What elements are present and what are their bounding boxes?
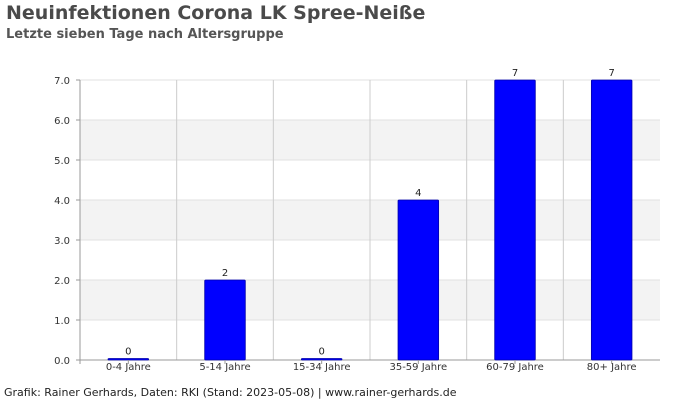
bar [397, 199, 440, 361]
data-label: 4 [415, 188, 421, 199]
y-tick-label: 1.0 [54, 316, 70, 327]
chart-subtitle: Letzte sieben Tage nach Altersgruppe [6, 27, 284, 42]
bar [204, 279, 246, 361]
bar [300, 358, 343, 361]
y-tick-label: 6.0 [54, 116, 70, 127]
data-label: 7 [608, 68, 614, 79]
x-tick-label: 80+ Jahre [587, 362, 637, 373]
x-tick-label: 60-79 Jahre [486, 362, 544, 373]
y-tick-label: 5.0 [54, 156, 70, 167]
data-label: 0 [125, 347, 131, 358]
x-tick-label: 15-34 Jahre [293, 362, 351, 373]
y-tick-label: 4.0 [54, 196, 70, 207]
data-label: 0 [318, 347, 324, 358]
footer-credit: Grafik: Rainer Gerhards, Daten: RKI (Sta… [4, 386, 457, 399]
data-label: 2 [222, 268, 228, 279]
chart-title: Neuinfektionen Corona LK Spree-Neiße [6, 2, 426, 24]
y-tick-label: 7.0 [54, 76, 70, 87]
x-tick-label: 35-59 Jahre [389, 362, 447, 373]
bar [494, 79, 536, 361]
x-tick-label: 5-14 Jahre [199, 362, 250, 373]
data-label: 7 [512, 68, 518, 79]
x-tick-label: 0-4 Jahre [106, 362, 151, 373]
bar [590, 79, 633, 361]
y-tick-label: 0.0 [54, 356, 70, 367]
y-tick-label: 3.0 [54, 236, 70, 247]
y-tick-label: 2.0 [54, 276, 70, 287]
bar [107, 358, 150, 361]
